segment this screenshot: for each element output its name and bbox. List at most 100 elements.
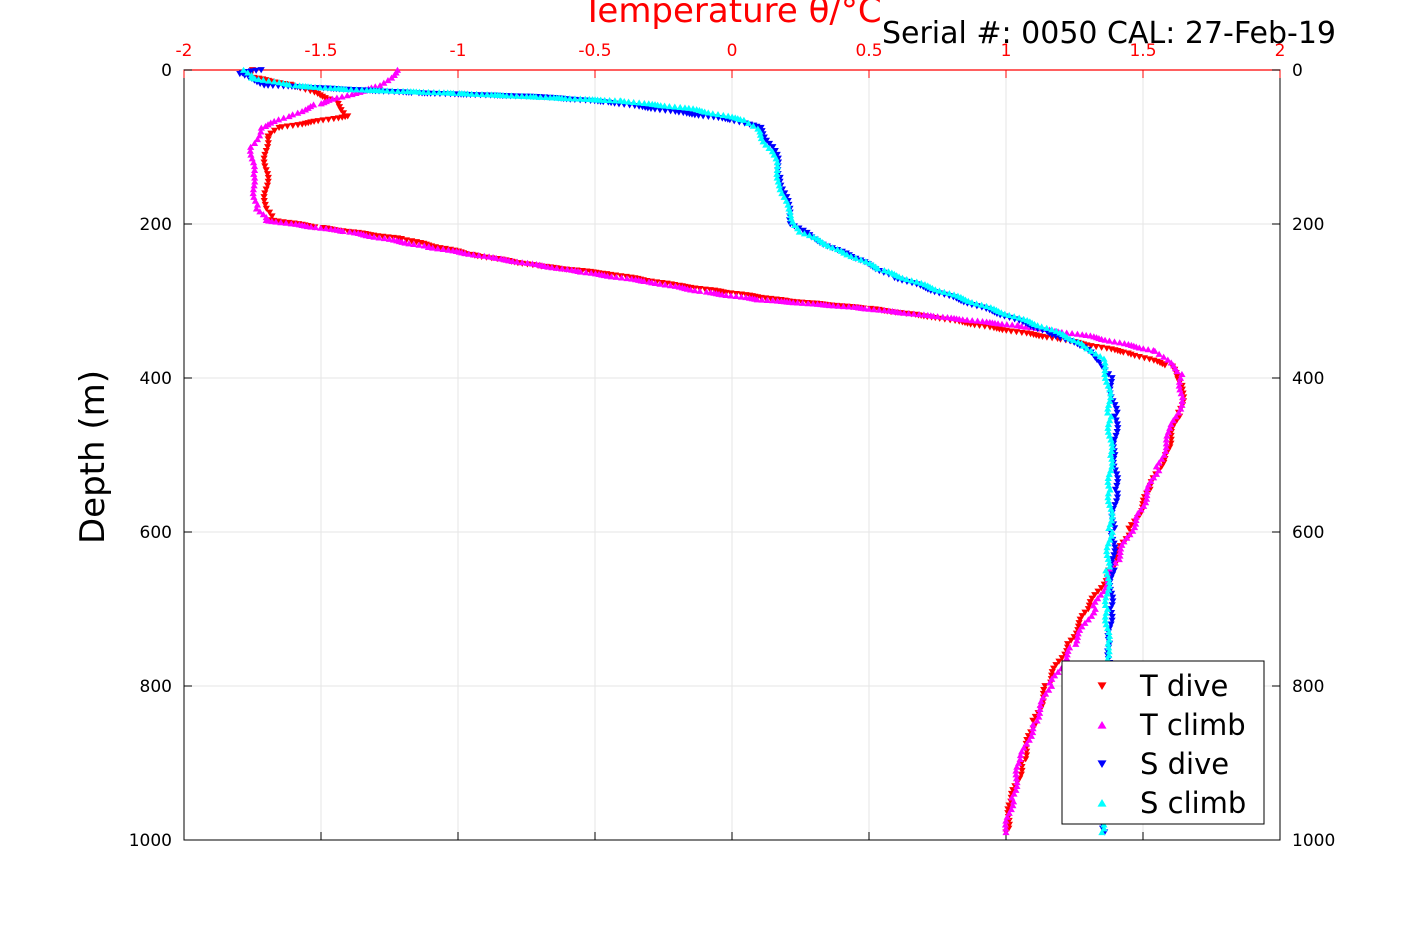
data-point xyxy=(1108,463,1116,470)
data-point xyxy=(1064,641,1072,648)
data-point xyxy=(773,166,781,173)
data-point xyxy=(1101,617,1109,624)
data-point xyxy=(259,76,267,83)
data-point xyxy=(1111,544,1119,551)
data-point xyxy=(1091,592,1099,599)
data-point xyxy=(264,144,272,151)
series-t-dive xyxy=(246,67,1188,836)
data-point xyxy=(262,205,270,212)
data-point xyxy=(1112,432,1120,439)
data-point xyxy=(536,93,544,100)
data-point xyxy=(805,231,814,239)
data-point xyxy=(1104,640,1112,647)
data-point xyxy=(384,234,392,241)
x-tick-label: 1 xyxy=(1001,41,1012,61)
data-point xyxy=(1107,451,1115,458)
data-point xyxy=(753,296,761,303)
data-point xyxy=(1115,556,1123,563)
data-point xyxy=(1063,654,1071,661)
data-point xyxy=(1162,440,1170,447)
data-point xyxy=(852,254,860,261)
data-point xyxy=(1152,463,1160,470)
data-point xyxy=(289,122,297,129)
data-point xyxy=(280,114,288,121)
data-point xyxy=(319,117,327,124)
data-point xyxy=(1022,756,1030,763)
data-point xyxy=(246,147,254,154)
data-point xyxy=(656,280,664,287)
x-tick-label: -1 xyxy=(450,41,467,61)
data-point xyxy=(763,296,771,303)
data-point xyxy=(1104,409,1112,416)
data-point xyxy=(972,300,981,307)
data-point xyxy=(330,116,338,123)
data-point xyxy=(905,310,913,317)
data-point xyxy=(1101,336,1109,343)
data-point xyxy=(346,228,354,235)
data-point xyxy=(1109,598,1117,605)
data-point xyxy=(285,81,293,88)
data-point xyxy=(843,251,851,258)
data-point xyxy=(257,67,265,74)
data-point xyxy=(1101,363,1109,370)
data-point xyxy=(394,87,402,94)
data-point xyxy=(1151,347,1159,354)
data-point xyxy=(388,87,397,94)
y-axis-label: Depth (m) xyxy=(73,370,113,544)
data-point xyxy=(1112,498,1121,505)
data-point xyxy=(757,124,765,131)
data-point xyxy=(1162,436,1170,443)
data-point xyxy=(424,243,433,250)
data-point xyxy=(828,244,837,251)
data-point xyxy=(765,144,773,151)
data-point xyxy=(1103,544,1111,551)
data-point xyxy=(1176,374,1185,381)
data-point xyxy=(1101,598,1109,605)
data-point xyxy=(1106,417,1114,424)
data-point xyxy=(1105,651,1113,659)
data-point xyxy=(1043,334,1051,341)
serial-calibration-label: Serial #: 0050 CAL: 27-Feb-19 xyxy=(882,16,1336,51)
data-point xyxy=(337,107,345,114)
data-point xyxy=(566,95,574,102)
data-point xyxy=(973,317,982,324)
data-point xyxy=(262,167,270,174)
data-point xyxy=(1105,648,1113,655)
data-point xyxy=(376,82,384,89)
legend-marker xyxy=(1097,798,1107,807)
data-point xyxy=(945,290,953,297)
data-point xyxy=(1162,444,1170,451)
data-point xyxy=(939,313,947,320)
data-point xyxy=(1160,353,1168,360)
data-point xyxy=(950,291,958,298)
data-point xyxy=(1052,662,1060,669)
legend-label: T climb xyxy=(1139,708,1246,742)
data-point xyxy=(651,279,660,287)
data-point xyxy=(339,110,348,117)
data-point xyxy=(769,144,777,151)
data-point xyxy=(1101,370,1109,378)
data-point xyxy=(1008,321,1016,328)
data-point xyxy=(1102,567,1110,574)
data-point xyxy=(339,227,347,235)
data-point xyxy=(375,234,383,241)
data-point xyxy=(316,84,324,91)
data-point xyxy=(727,292,735,299)
data-point xyxy=(1029,728,1037,736)
data-point xyxy=(772,155,780,162)
data-point xyxy=(1078,613,1086,620)
data-point xyxy=(1113,421,1121,428)
data-point xyxy=(1143,495,1151,502)
data-point xyxy=(701,286,709,293)
data-point xyxy=(1106,397,1114,404)
data-point xyxy=(786,211,795,219)
data-point xyxy=(324,116,333,123)
data-point xyxy=(1010,790,1018,797)
data-point xyxy=(1113,429,1121,436)
data-point xyxy=(1073,633,1082,640)
data-point xyxy=(380,79,388,86)
data-point xyxy=(419,88,428,95)
data-point xyxy=(518,92,526,99)
data-point xyxy=(1018,767,1026,774)
